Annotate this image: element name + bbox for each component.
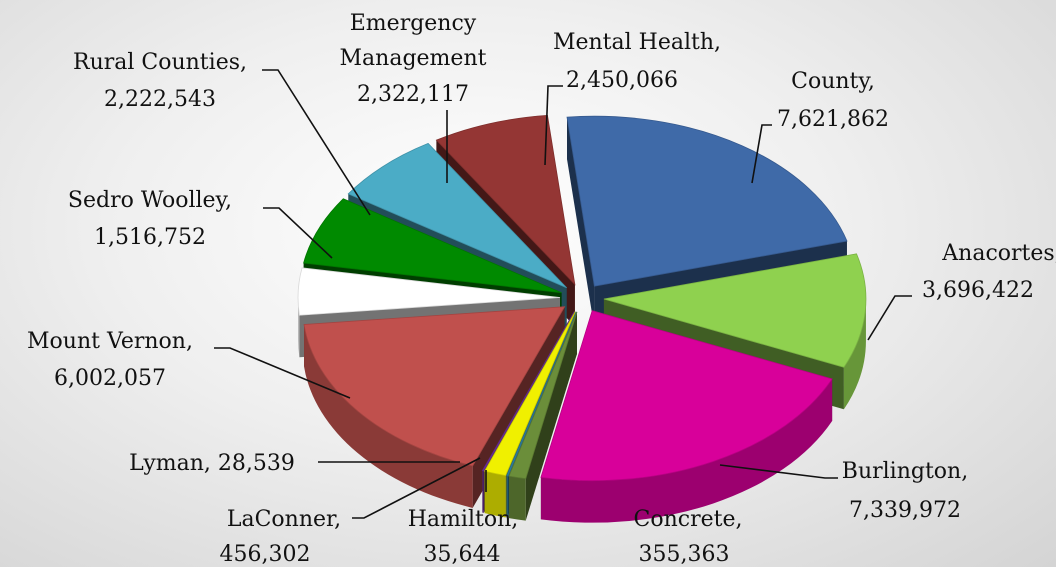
slice-rural-counties-top [303,198,562,294]
label-mountvernon-value: 6,002,057 [54,366,166,391]
label-mental-value: 2,450,066 [566,68,678,93]
label-anacortes-name: Anacortes, [941,241,1056,266]
leader-lines [214,69,912,519]
slice-concrete-rim [509,476,526,521]
slice-laconner-rim [484,471,506,518]
label-concrete-name: Concrete, [634,507,743,532]
leader-anacortes [867,295,912,341]
slice-lyman-rim [482,470,484,513]
slice-anacortes-top [603,253,867,368]
slice-burlington-rim [540,378,833,523]
leader-mountvernon [214,347,351,399]
slice-hamilton-rim [506,475,509,518]
slice-anacortes-rim [843,299,866,410]
leader-rural [262,69,371,216]
label-hamilton-name: Hamilton, [408,507,518,532]
label-emergency-line2: Management [340,46,487,71]
label-emergency-line1: Emergency [350,11,477,36]
slice-concrete-top [508,311,578,480]
label-mountvernon-name: Mount Vernon, [27,329,193,354]
label-sedro-name: Sedro Woolley, [68,188,232,213]
label-concrete-value: 355,363 [639,542,730,567]
slice-emergency-management-top [347,142,567,289]
slice-burlington [540,310,833,523]
label-sedro-value: 1,516,752 [94,225,206,250]
slice-county-top [566,115,848,287]
label-emergency-value: 2,322,117 [357,82,469,107]
label-hamilton-value: 35,644 [424,542,501,567]
slice-laconner-top [484,311,576,476]
slice-county-wall-start [567,117,595,329]
label-laconner-value: 456,302 [220,542,311,567]
label-mental-name: Mental Health, [553,30,721,55]
leader-burlington [719,464,838,479]
data-labels: County, 7,621,862 Anacortes, 3,696,422 B… [27,11,1056,567]
label-laconner-name: LaConner, [227,507,341,532]
label-anacortes-value: 3,696,422 [922,278,1034,303]
slice-hamilton-top [506,311,577,477]
label-rural-name: Rural Counties, [73,50,247,75]
slice-sedro-woolley-top [297,267,561,316]
slice-burlington-top [540,310,833,482]
label-county-value: 7,621,862 [777,107,889,132]
slice-lyman-top [481,311,575,472]
slice-concrete [508,311,578,521]
label-lyman: Lyman, 28,539 [129,451,295,476]
label-burlington-name: Burlington, [842,459,968,484]
leader-mental [544,85,563,166]
slice-sedro-woolley-rim [298,297,300,358]
slice-mental-health-top [435,114,576,286]
leader-laconner [352,457,481,519]
slice-mount-vernon-top [303,306,566,467]
leader-sedro [263,207,333,259]
leader-county [751,124,772,184]
label-burlington-value: 7,339,972 [849,498,961,523]
label-county-name: County, [791,69,875,94]
label-rural-value: 2,222,543 [104,87,216,112]
